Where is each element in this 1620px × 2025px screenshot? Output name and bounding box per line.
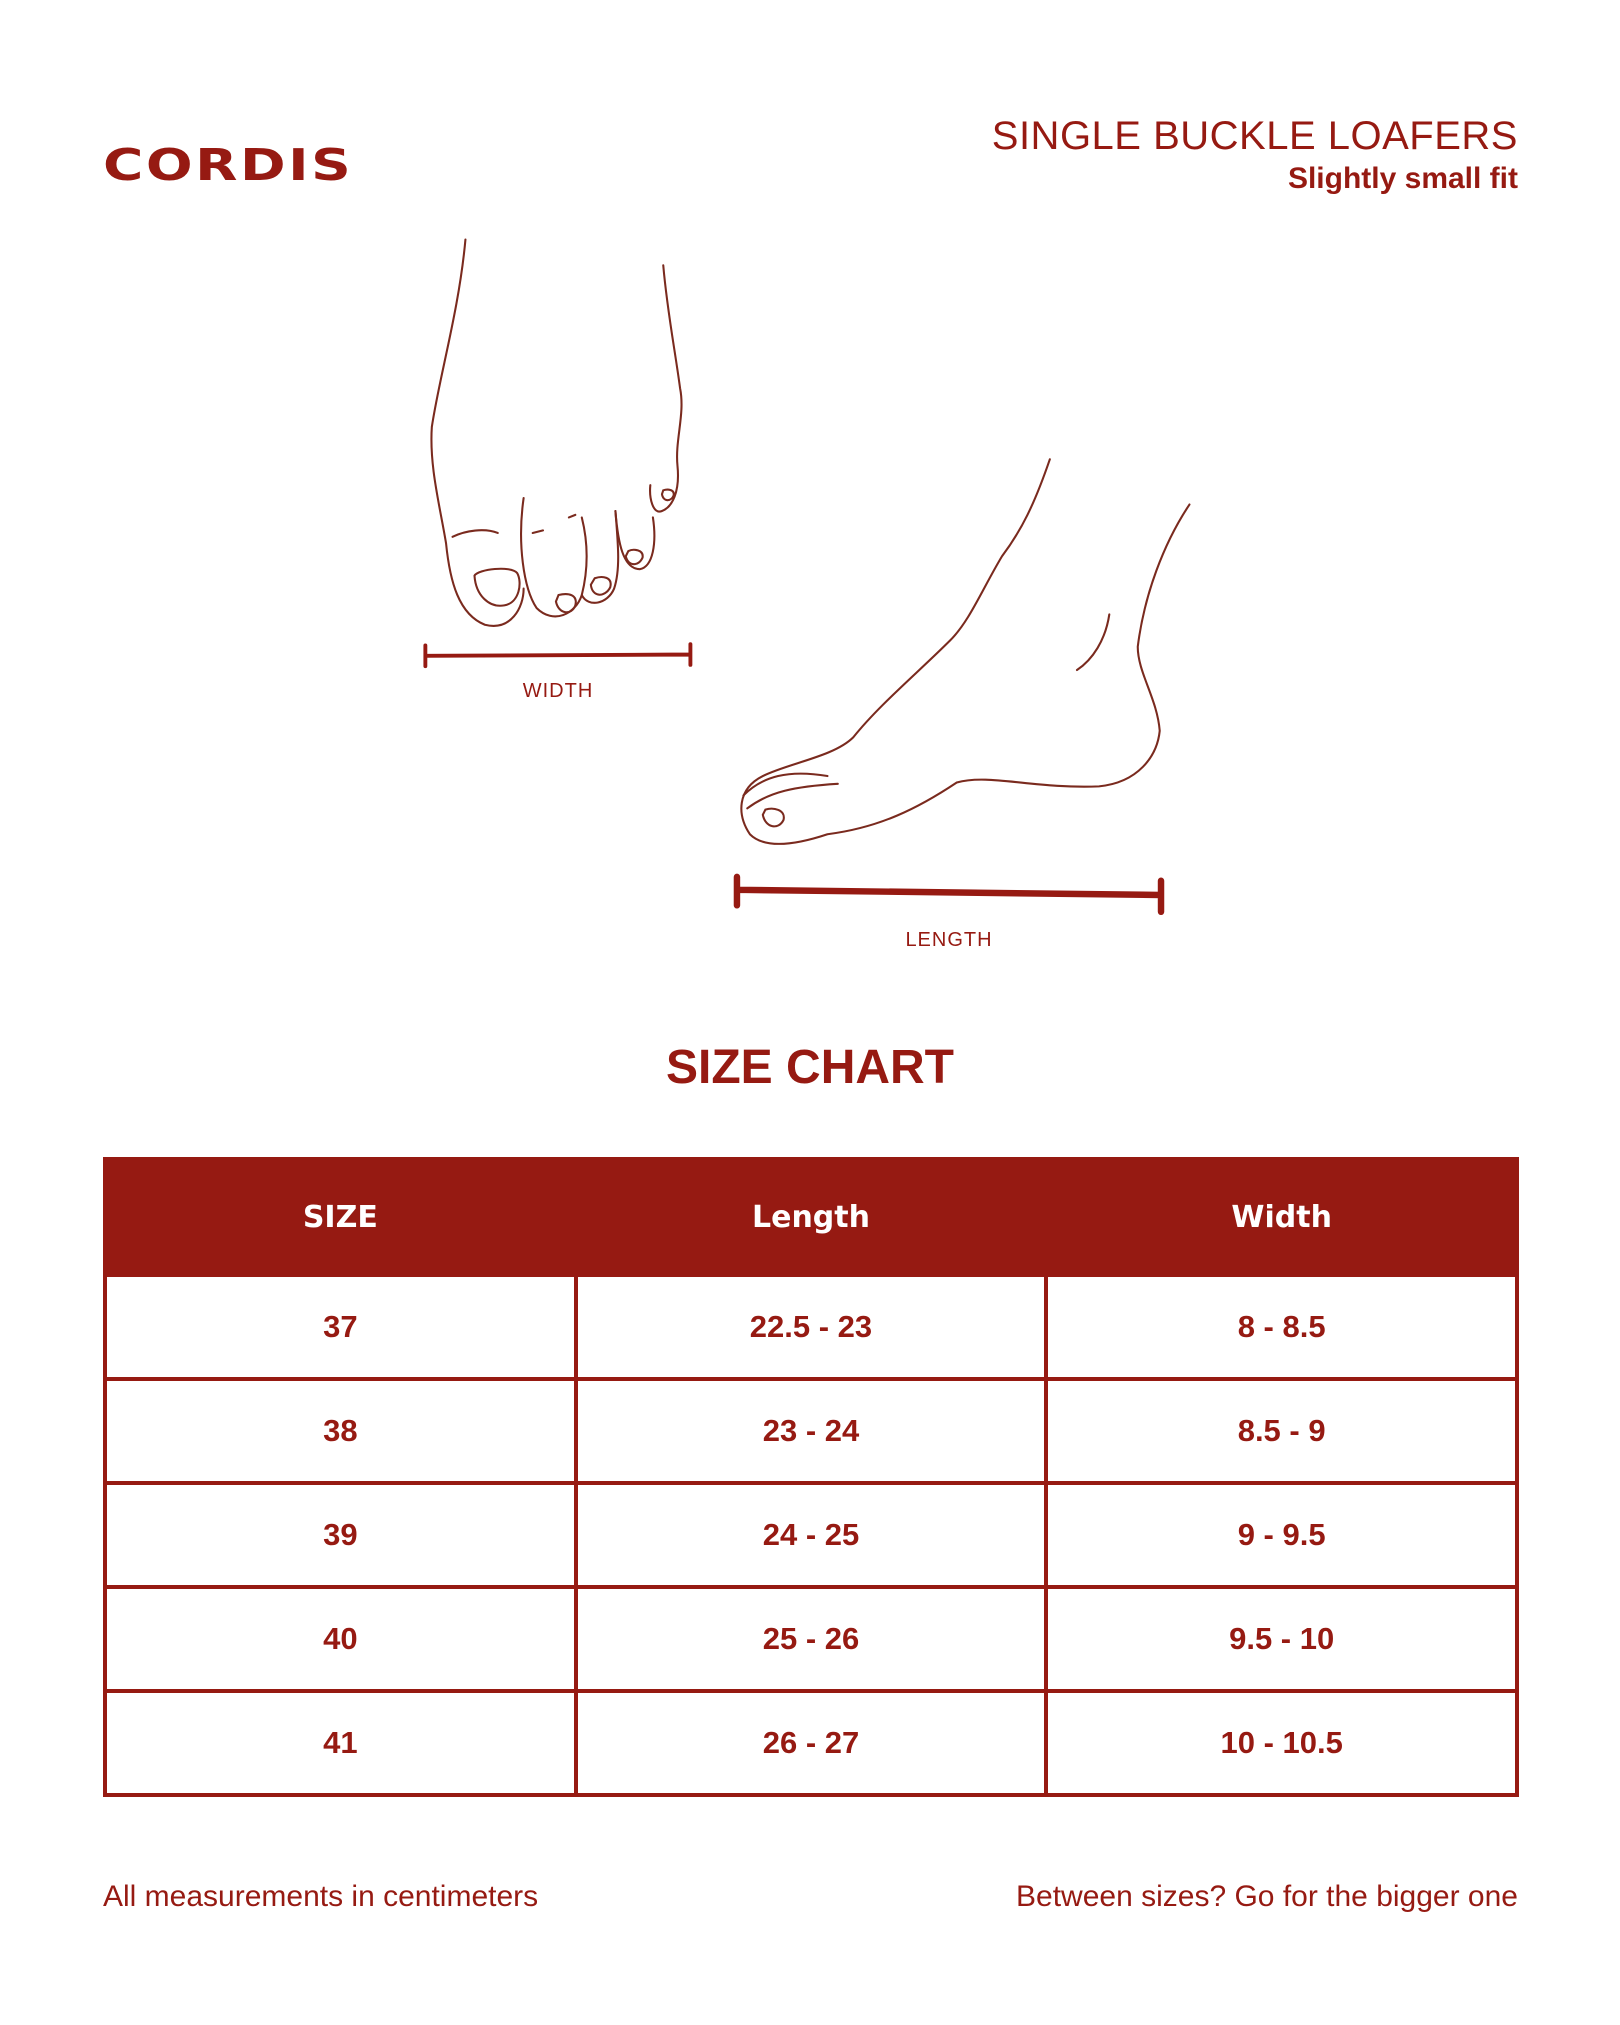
table-row: 39 24 - 25 9 - 9.5 [103,1481,1519,1589]
foot-measurement-illustration [423,238,1191,916]
length-label: LENGTH [905,929,993,951]
width-cell: 10 - 10.5 [1044,1689,1519,1797]
width-measure-bar [423,642,693,669]
size-cell: 38 [103,1377,578,1485]
product-title: SINGLE BUCKLE LOAFERS [991,114,1518,158]
header-length: Length [573,1157,1049,1277]
length-cell: 24 - 25 [573,1481,1049,1589]
table-header-row: SIZE Length Width [103,1157,1519,1277]
sizing-advice: Between sizes? Go for the bigger one [1016,1880,1518,1913]
width-cell: 8 - 8.5 [1044,1273,1519,1381]
size-chart-title: SIZE CHART [666,1041,954,1094]
front-foot-drawing [430,238,683,627]
size-chart-table: SIZE Length Width 37 22.5 - 23 8 - 8.5 38 2… [103,1157,1519,1797]
size-cell: 41 [103,1689,578,1797]
width-label: WIDTH [522,680,594,702]
units-note: All measurements in centimeters [103,1880,539,1913]
length-cell: 23 - 24 [573,1377,1049,1485]
length-cell: 22.5 - 23 [573,1273,1049,1381]
length-cell: 26 - 27 [573,1689,1049,1797]
table-row: 40 25 - 26 9.5 - 10 [103,1585,1519,1693]
width-cell: 9 - 9.5 [1044,1481,1519,1589]
table-row: 38 23 - 24 8.5 - 9 [103,1377,1519,1485]
size-cell: 40 [103,1585,578,1693]
size-cell: 39 [103,1481,578,1589]
width-cell: 9.5 - 10 [1044,1585,1519,1693]
width-cell: 8.5 - 9 [1044,1377,1519,1485]
length-cell: 25 - 26 [573,1585,1049,1693]
length-measure-bar [733,873,1165,916]
size-cell: 37 [103,1273,578,1381]
brand-logo: CORDIS [103,140,354,191]
table-row: 41 26 - 27 10 - 10.5 [103,1689,1519,1797]
fit-note: Slightly small fit [1287,162,1518,195]
header-width: Width [1044,1157,1519,1277]
header-size: SIZE [103,1157,578,1277]
table-row: 37 22.5 - 23 8 - 8.5 [103,1273,1519,1381]
side-foot-drawing [740,458,1191,845]
